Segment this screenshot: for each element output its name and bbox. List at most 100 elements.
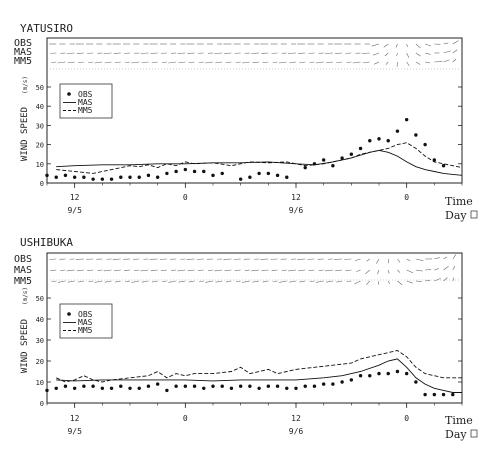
obs-point xyxy=(238,384,243,388)
obs-point xyxy=(257,386,261,390)
wind-vector xyxy=(77,61,84,64)
mas-series-line xyxy=(56,358,462,393)
wind-vector xyxy=(352,61,361,64)
wind-vector xyxy=(262,280,269,283)
obs-point xyxy=(155,382,160,386)
obs-point xyxy=(423,142,427,147)
wind-vector xyxy=(114,280,121,283)
wind-vector xyxy=(364,269,370,275)
wind-vector xyxy=(345,269,352,271)
wind-vector xyxy=(242,61,250,64)
wind-vector xyxy=(355,258,361,261)
obs-point xyxy=(100,177,105,181)
wind-vector xyxy=(415,43,421,49)
wind-vector xyxy=(406,269,414,274)
obs-point xyxy=(137,386,141,390)
wind-vector xyxy=(134,269,140,271)
wind-vector xyxy=(443,42,449,45)
wind-vector xyxy=(434,277,442,282)
wind-vector xyxy=(387,269,390,274)
wind-vector xyxy=(87,269,94,271)
wind-vector xyxy=(397,280,403,286)
obs-point xyxy=(192,384,197,388)
wind-vector xyxy=(372,52,380,56)
wind-vector xyxy=(425,280,431,282)
wind-vector xyxy=(188,280,195,283)
vector-row-label-obs: OBS xyxy=(14,38,32,49)
day-label: 9/6 xyxy=(289,206,304,215)
x-axis-label-time: Time xyxy=(445,195,473,208)
wind-vector xyxy=(335,269,343,272)
obs-point xyxy=(220,384,224,388)
wind-vector xyxy=(356,269,361,272)
y-tick-label: 50 xyxy=(36,295,44,303)
wind-vector xyxy=(141,280,149,283)
x-axis-label-day: Day xyxy=(445,209,467,222)
obs-point xyxy=(266,171,271,176)
wind-vector xyxy=(205,61,214,64)
obs-point xyxy=(395,129,400,133)
wind-vector xyxy=(289,61,297,64)
wind-vector xyxy=(205,280,214,283)
legend-mas-label: MAS xyxy=(78,318,93,327)
wind-vector xyxy=(198,280,204,283)
obs-point xyxy=(54,386,58,390)
wind-vector xyxy=(50,269,57,271)
wind-vector xyxy=(452,277,455,282)
wind-vector xyxy=(434,61,443,63)
obs-point xyxy=(100,386,105,390)
wind-vector xyxy=(261,269,269,272)
y-tick-label: 30 xyxy=(36,122,44,130)
legend-mm5-label: MM5 xyxy=(78,326,93,335)
mas-series-line xyxy=(56,149,463,176)
wind-vector xyxy=(113,269,121,272)
obs-point xyxy=(128,386,132,390)
obs-point xyxy=(377,137,381,141)
wind-vector xyxy=(124,269,131,271)
wind-vector xyxy=(443,277,448,282)
x-tick-label: 12 xyxy=(291,414,301,423)
wind-vector xyxy=(252,61,260,64)
wind-vector xyxy=(272,280,278,283)
wind-vector xyxy=(397,258,401,263)
wind-vector xyxy=(104,61,112,64)
wind-vector xyxy=(325,269,333,272)
wind-vector xyxy=(406,43,408,48)
wind-vector xyxy=(214,52,223,54)
legend-obs-label: OBS xyxy=(78,310,93,319)
x-tick-label: 0 xyxy=(183,414,188,423)
obs-point xyxy=(54,175,58,179)
obs-point xyxy=(275,384,280,388)
wind-vector xyxy=(425,43,432,47)
obs-point xyxy=(257,171,261,176)
obs-point xyxy=(303,384,307,388)
wind-vector xyxy=(377,269,380,275)
vector-row-label-mas: MAS xyxy=(14,47,32,58)
wind-vector xyxy=(76,269,84,272)
obs-point xyxy=(441,164,446,168)
obs-point xyxy=(155,175,160,179)
wind-vector xyxy=(242,280,250,283)
obs-point xyxy=(432,158,437,162)
wind-vector xyxy=(281,269,287,271)
legend-obs-marker xyxy=(67,92,71,96)
obs-point xyxy=(248,384,252,388)
wind-vector xyxy=(452,265,456,271)
wind-vector xyxy=(178,61,186,64)
obs-point xyxy=(358,374,363,378)
x-tick-label: 0 xyxy=(404,193,409,202)
wind-vector xyxy=(271,269,278,271)
wind-vector xyxy=(125,280,131,283)
obs-point xyxy=(137,175,141,179)
y-axis-label: WIND SPEED xyxy=(20,319,30,373)
wind-vector xyxy=(326,61,333,64)
wind-vector xyxy=(88,61,94,63)
y-axis-label: WIND SPEED xyxy=(20,107,30,161)
x-tick-label: 12 xyxy=(291,193,301,202)
wind-vector xyxy=(67,280,75,283)
day-label: 9/5 xyxy=(67,427,82,436)
wind-vector xyxy=(362,61,370,64)
obs-point xyxy=(358,146,363,151)
legend: OBS MAS MM5 xyxy=(59,83,113,119)
